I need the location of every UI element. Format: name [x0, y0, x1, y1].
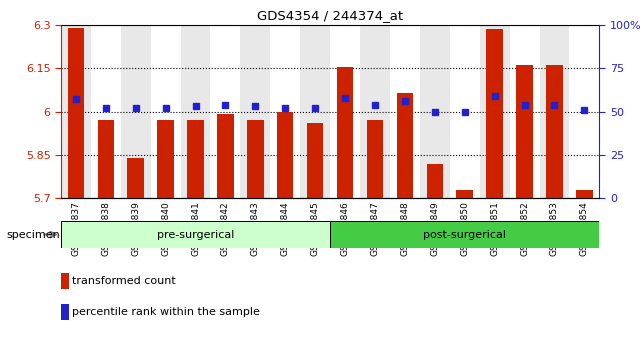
Bar — [91, 25, 121, 198]
Bar — [187, 120, 204, 198]
Bar — [61, 25, 91, 198]
Bar — [151, 25, 181, 198]
Bar — [307, 123, 324, 198]
Bar — [456, 189, 473, 198]
Text: specimen: specimen — [6, 229, 60, 240]
Bar — [277, 112, 294, 198]
Text: post-surgerical: post-surgerical — [423, 229, 506, 240]
Bar — [420, 25, 450, 198]
Bar — [330, 25, 360, 198]
FancyBboxPatch shape — [61, 221, 330, 248]
Bar — [158, 120, 174, 198]
Bar — [360, 25, 390, 198]
Bar — [510, 25, 540, 198]
Text: percentile rank within the sample: percentile rank within the sample — [72, 307, 260, 317]
Bar — [427, 164, 443, 198]
Bar — [569, 25, 599, 198]
Bar — [210, 25, 240, 198]
Bar — [97, 120, 114, 198]
Bar — [397, 93, 413, 198]
Bar — [300, 25, 330, 198]
Bar — [271, 25, 300, 198]
Bar — [517, 65, 533, 198]
Bar — [61, 304, 69, 320]
Bar — [390, 25, 420, 198]
Bar — [61, 273, 69, 289]
Bar — [479, 25, 510, 198]
Bar — [181, 25, 210, 198]
Bar — [540, 25, 569, 198]
Bar — [450, 25, 479, 198]
Bar — [121, 25, 151, 198]
Title: GDS4354 / 244374_at: GDS4354 / 244374_at — [257, 9, 403, 22]
Text: pre-surgerical: pre-surgerical — [157, 229, 234, 240]
Bar — [128, 158, 144, 198]
FancyBboxPatch shape — [330, 221, 599, 248]
Bar — [337, 67, 353, 198]
Bar — [217, 114, 233, 198]
Bar — [487, 29, 503, 198]
Bar — [546, 65, 563, 198]
Bar — [247, 120, 263, 198]
Bar — [576, 189, 593, 198]
Text: transformed count: transformed count — [72, 276, 176, 286]
Bar — [240, 25, 271, 198]
Bar — [68, 28, 84, 198]
Bar — [367, 120, 383, 198]
